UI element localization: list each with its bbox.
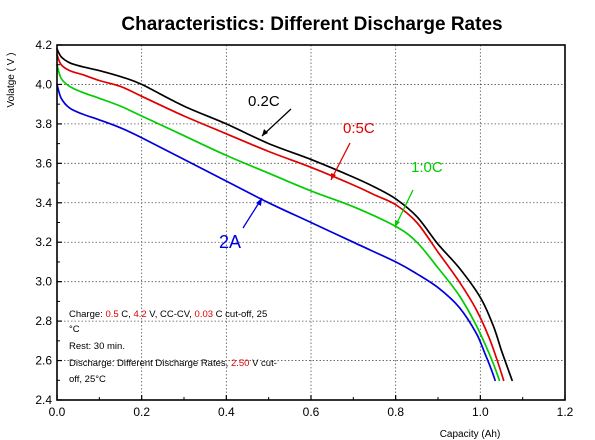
x-tick-label: 0.6 — [303, 405, 320, 419]
note-charge-rate-unit: C, — [119, 309, 134, 320]
note-charge-temp: C cut-off, 25 — [213, 309, 267, 320]
note-discharge: Discharge: Different Discharge Rates, 2.… — [69, 358, 277, 369]
series-line-2a — [56, 83, 496, 382]
note-charge: Charge: 0.5 C, 4.2 V, CC-CV, 0.03 C cut-… — [69, 309, 267, 320]
x-tick-label: 0.0 — [49, 405, 66, 419]
series-line-1-0c — [56, 63, 501, 382]
y-tick-label: 3.4 — [35, 196, 52, 210]
y-tick-label: 2.6 — [35, 354, 52, 368]
x-tick-label: 0.2 — [133, 405, 150, 419]
y-tick-label: 4.2 — [35, 38, 52, 52]
note-charge-temp-unit: °C — [69, 324, 80, 335]
chart-title: Characteristics: Different Discharge Rat… — [121, 14, 502, 35]
label-pointer-0-2c — [261, 108, 292, 137]
y-tick-label: 3.8 — [35, 117, 52, 131]
y-tick-label: 3.0 — [35, 275, 52, 289]
label-pointer-0-5c — [330, 142, 351, 181]
series-label-2a: 2A — [219, 232, 241, 252]
series-line-0-2c — [56, 48, 513, 382]
label-arrow-0-5c — [331, 173, 336, 180]
note-discharge-temp: off, 25°C — [69, 374, 106, 385]
note-discharge-cutoff: 2.50 — [231, 358, 250, 369]
y-tick-label: 2.8 — [35, 314, 52, 328]
y-tick-label: 4.0 — [35, 77, 52, 91]
x-axis-label: Capacity (Ah) — [440, 429, 501, 440]
x-tick-label: 1.2 — [557, 405, 574, 419]
series-label-1-0c: 1:0C — [411, 159, 443, 176]
y-tick-label: 3.6 — [35, 156, 52, 170]
label-arrow-1-0c — [395, 220, 400, 227]
note-rest: Rest: 30 min. — [69, 341, 125, 352]
test-conditions-note: Charge: 0.5 C, 4.2 V, CC-CV, 0.03 C cut-… — [69, 309, 277, 385]
y-tick-label: 2.4 — [35, 393, 52, 407]
x-tick-label: 0.8 — [387, 405, 404, 419]
series-label-0-2c: 0.2C — [248, 93, 280, 110]
series-label-0-5c: 0:5C — [343, 120, 375, 137]
note-charge-prefix: Charge: — [69, 309, 105, 320]
note-discharge-prefix: Discharge: Different Discharge Rates, — [69, 358, 231, 369]
note-charge-mode: V, CC-CV, — [147, 309, 195, 320]
label-arrow-0-2c — [262, 129, 268, 136]
y-tick-label: 3.2 — [35, 235, 52, 249]
data-series — [56, 48, 513, 382]
series-line-0-5c — [56, 54, 505, 382]
note-charge-cutoff: 0.03 — [195, 309, 214, 320]
axis-ticks: 0.0 0.2 0.4 0.6 0.8 1.0 1.2 2.4 2.6 2.8 3.0 3.2 3.4 3… — [35, 38, 573, 419]
note-charge-voltage: 4.2 — [133, 309, 146, 320]
label-arrow-2a — [256, 198, 262, 206]
x-tick-label: 1.0 — [472, 405, 489, 419]
note-charge-rate: 0.5 — [105, 309, 118, 320]
note-discharge-suffix: V cut- — [249, 358, 276, 369]
y-axis-label: Volatge ( V ) — [6, 52, 17, 107]
label-pointer-1-0c — [394, 189, 414, 228]
x-tick-label: 0.4 — [218, 405, 235, 419]
